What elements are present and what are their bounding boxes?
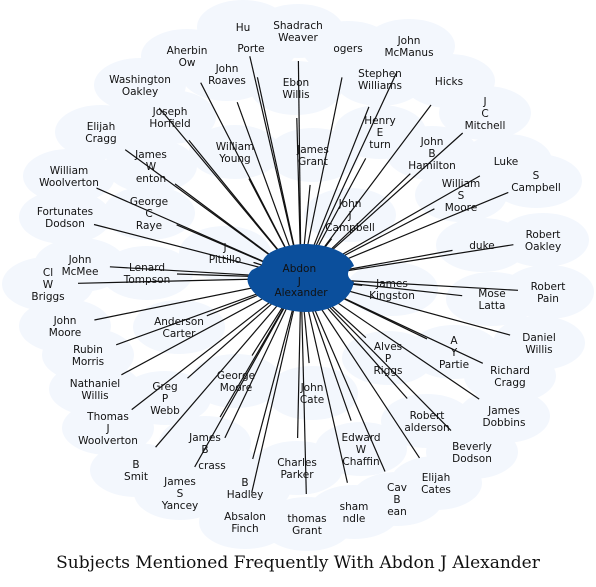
center-node-label: Abdon J Alexander — [274, 263, 328, 299]
node-label: Cl W Briggs — [31, 267, 64, 303]
node-label: John B Hamilton — [408, 136, 456, 172]
node-background — [446, 272, 538, 326]
node-label: John Roaves — [208, 63, 246, 87]
node-label: James Kingston — [369, 278, 415, 302]
node-label: James Dobbins — [483, 405, 526, 429]
node-label: William Young — [216, 141, 254, 165]
node-label: Rubin Morris — [72, 344, 104, 368]
node-label: Fortunates Dodson — [37, 206, 93, 230]
node-label: Joseph Horfield — [149, 106, 190, 130]
center-node-shape — [247, 244, 354, 312]
node-label: Richard Cragg — [490, 365, 530, 389]
node-label: B Hadley — [227, 477, 264, 501]
edge — [300, 72, 397, 279]
node-label: Shadrach Weaver — [273, 20, 323, 44]
node-label: Daniel Willis — [522, 332, 555, 356]
node-background — [103, 186, 195, 240]
node-background — [62, 401, 154, 455]
node-label: Elijah Cragg — [85, 121, 116, 145]
node-label: Lenard Tompson — [123, 262, 171, 286]
node-background — [304, 188, 396, 242]
node-background — [308, 485, 400, 539]
node-label: B Smit — [124, 459, 148, 483]
node-label: Anderson Carter — [154, 316, 204, 340]
edge — [251, 277, 302, 493]
node-label: Elijah Cates — [421, 472, 451, 496]
node-label: William S Moore — [442, 178, 480, 214]
node-label: Ebon Willis — [282, 77, 309, 101]
node-label: Nathaniel Willis — [70, 378, 120, 402]
node-background — [464, 349, 556, 403]
node-background — [181, 47, 273, 101]
edge — [300, 277, 307, 495]
node-label: Robert Pain — [531, 281, 566, 305]
node-label: Hu — [236, 22, 251, 34]
node-label: Robert Oakley — [525, 229, 561, 253]
node-background — [105, 139, 197, 193]
node-label: Absalon Finch — [224, 511, 266, 535]
node-label: Charles Parker — [277, 457, 317, 481]
node-label: Edward W Chaffin — [341, 432, 380, 468]
node-label: George C Raye — [130, 196, 168, 232]
node-label: A Y Partie — [439, 335, 469, 371]
node-label: John McManus — [384, 35, 433, 59]
node-label: John McMee — [62, 254, 99, 278]
node-label: sham ndle — [340, 501, 369, 525]
edge — [194, 277, 302, 468]
node-background — [490, 154, 582, 208]
node-background — [23, 149, 115, 203]
node-label: George Moore — [217, 370, 255, 394]
node-label: Porte — [237, 43, 264, 55]
node-label: J C Mitchell — [465, 96, 506, 132]
node-background — [334, 52, 426, 106]
node-label: John J Campbell — [325, 198, 375, 234]
node-label: Greg P Webb — [150, 381, 180, 417]
node-label: Robert alderson — [404, 410, 449, 434]
node-label: Stephen Williams — [358, 68, 402, 92]
edge — [300, 277, 348, 483]
node-label: John Cate — [300, 382, 325, 406]
node-background — [439, 86, 531, 140]
node-background — [101, 246, 193, 300]
node-label: S Campbell — [511, 170, 561, 194]
node-label: Hicks — [435, 76, 463, 88]
node-label: William Woolverton — [39, 165, 99, 189]
node-background — [2, 257, 94, 311]
node-label: Thomas J Woolverton — [78, 411, 138, 447]
node-label: duke — [469, 240, 495, 252]
node-background — [415, 168, 507, 222]
node-background — [189, 125, 281, 179]
node-label: ogers — [333, 43, 362, 55]
node-label: James S Yancey — [161, 476, 199, 512]
center-node: Abdon J Alexander — [247, 244, 354, 312]
node-label: J Pittillo — [209, 242, 241, 266]
node-label: Aherbin Ow — [167, 45, 208, 69]
node-background — [346, 262, 438, 316]
node-background — [19, 190, 111, 244]
node-label: Washington Oakley — [109, 74, 171, 98]
node-background — [436, 218, 528, 272]
diagram-caption: Subjects Mentioned Frequently With Abdon… — [56, 553, 540, 573]
node-label: James Grant — [296, 144, 329, 168]
node-labels: Hu Shadrach Weaver John McManus Aherbin Ow Port… — [31, 20, 565, 537]
node-background — [124, 90, 216, 144]
node-label: Beverly Dodson — [452, 441, 492, 465]
edge — [256, 77, 302, 279]
node-backgrounds — [2, 0, 594, 551]
node-label: crass — [198, 460, 225, 472]
node-label: James B — [188, 432, 221, 456]
node-label: Alves P Riggs — [373, 341, 402, 377]
node-label: John Moore — [49, 315, 81, 339]
node-label: Mose Latta — [478, 288, 505, 312]
node-background — [250, 61, 342, 115]
node-background — [267, 128, 359, 182]
node-label: thomas Grant — [287, 513, 326, 537]
node-background — [266, 366, 358, 420]
node-background — [342, 331, 434, 385]
node-label: Luke — [494, 156, 519, 168]
